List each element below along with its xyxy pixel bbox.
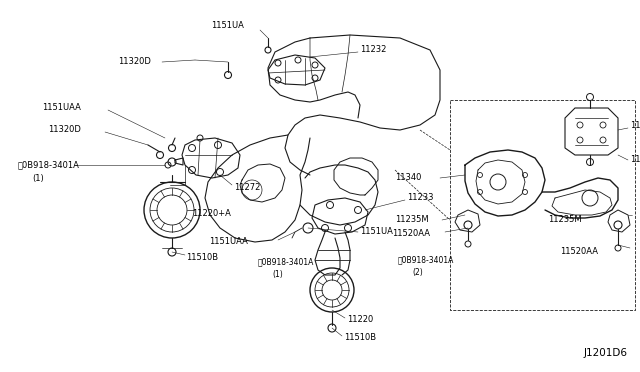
Text: (1): (1) — [32, 173, 44, 183]
Text: J1201D6: J1201D6 — [584, 348, 628, 358]
Text: 11233: 11233 — [407, 193, 433, 202]
Text: 11520AA: 11520AA — [560, 247, 598, 257]
Text: 1151UA: 1151UA — [212, 22, 244, 31]
Text: 11320D: 11320D — [48, 125, 81, 135]
Text: (2): (2) — [412, 267, 423, 276]
Text: 11220: 11220 — [347, 315, 373, 324]
Text: 11235M: 11235M — [548, 215, 582, 224]
Text: 11272: 11272 — [234, 183, 260, 192]
Text: 1151UA: 1151UA — [360, 228, 393, 237]
Text: 11520AA: 11520AA — [392, 230, 430, 238]
Text: 11232: 11232 — [360, 45, 387, 55]
Text: ⓝ0B918-3401A: ⓝ0B918-3401A — [18, 160, 80, 170]
Text: 11235M: 11235M — [395, 215, 429, 224]
Text: 11510B: 11510B — [186, 253, 218, 262]
Text: 1151UAA: 1151UAA — [42, 103, 81, 112]
Text: (1): (1) — [272, 269, 283, 279]
Text: ⓝ0B918-3401A: ⓝ0B918-3401A — [398, 256, 454, 264]
Text: ⓝ0B918-3401A: ⓝ0B918-3401A — [258, 257, 314, 266]
Text: 1151UAA: 1151UAA — [209, 237, 248, 247]
Text: 11320D: 11320D — [118, 58, 151, 67]
Text: 11220P: 11220P — [630, 122, 640, 131]
Text: 11510B: 11510B — [344, 334, 376, 343]
Text: 11340: 11340 — [395, 173, 421, 183]
Text: 11520A: 11520A — [630, 155, 640, 164]
Text: 11220+A: 11220+A — [192, 208, 231, 218]
